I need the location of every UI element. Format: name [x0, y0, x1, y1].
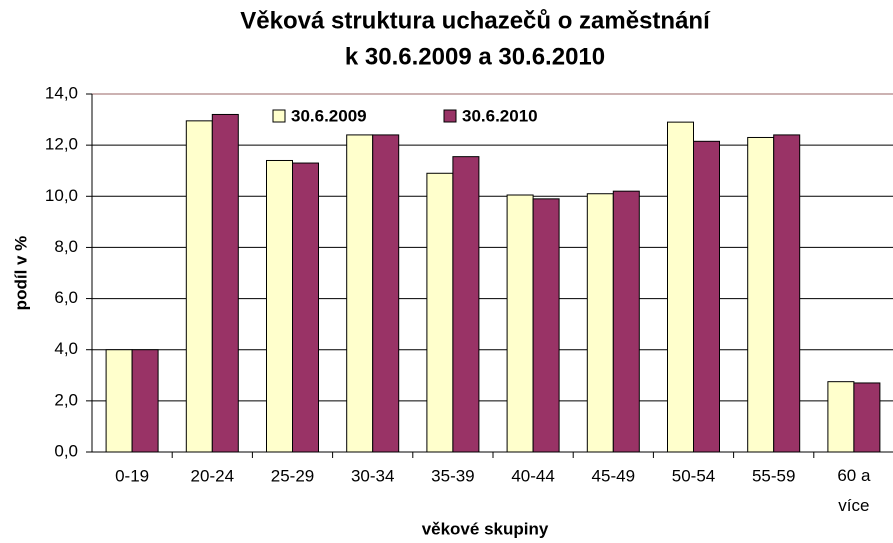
x-tick-label: 35-39	[431, 466, 474, 485]
x-tick-label: 25-29	[271, 466, 314, 485]
legend-swatch	[272, 109, 286, 123]
y-tick-label: 10,0	[45, 186, 78, 205]
bar	[185, 120, 213, 453]
x-tick-label: 40-44	[511, 466, 554, 485]
x-tick-label: 50-54	[672, 466, 715, 485]
y-axis-label: podíl v %	[11, 236, 30, 311]
y-tick-label: 2,0	[54, 390, 78, 409]
y-tick-label: 14,0	[45, 83, 78, 102]
y-tick-label: 0,0	[54, 441, 78, 460]
bar	[612, 190, 640, 453]
bar	[211, 113, 239, 453]
y-tick-label: 12,0	[45, 135, 78, 154]
legend-swatch	[443, 109, 457, 123]
bar	[693, 140, 720, 453]
bar	[773, 134, 801, 453]
legend-label: 30.6.2010	[462, 106, 538, 125]
y-tick-label: 8,0	[54, 237, 78, 256]
x-tick-label: 55-59	[752, 466, 795, 485]
bar	[292, 162, 319, 453]
y-tick-label: 6,0	[54, 288, 78, 307]
bar	[747, 136, 775, 453]
bar	[452, 156, 480, 453]
bar	[372, 134, 400, 453]
bar	[667, 121, 694, 453]
y-tick-label: 4,0	[54, 339, 78, 358]
x-tick-label: 0-19	[115, 466, 149, 485]
x-tick-label: 45-49	[592, 466, 635, 485]
bar	[827, 381, 855, 453]
x-axis-label: věkové skupiny	[422, 519, 549, 538]
bar	[853, 382, 881, 453]
bar	[506, 194, 534, 453]
legend-label: 30.6.2009	[291, 106, 367, 125]
bar	[105, 349, 133, 453]
chart-title: k 30.6.2009 a 30.6.2010	[345, 43, 605, 70]
bar	[532, 198, 560, 453]
x-tick-label: 20-24	[191, 466, 234, 485]
bar	[586, 193, 614, 453]
bar	[426, 172, 454, 453]
x-tick-label: 60 a více	[837, 466, 871, 515]
bar	[131, 349, 159, 453]
chart-title: Věková struktura uchazečů o zaměstnání	[240, 7, 711, 34]
x-tick-label: 30-34	[351, 466, 394, 485]
bar	[346, 134, 374, 453]
bar	[266, 159, 293, 453]
